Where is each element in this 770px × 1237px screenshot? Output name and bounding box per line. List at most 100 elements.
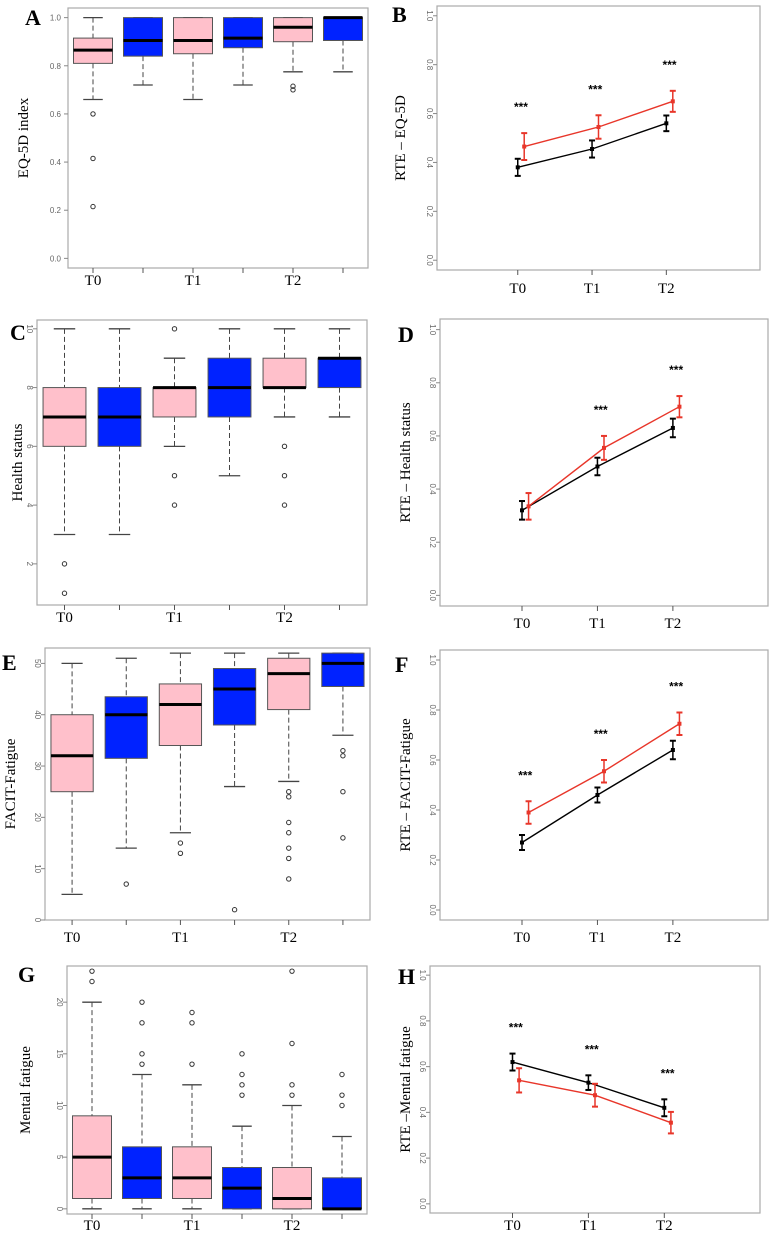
y-axis-label: RTE –Mental fatigue — [398, 1026, 414, 1153]
outlier-point — [339, 1071, 345, 1078]
x-tick-label: T1 — [185, 273, 202, 289]
plot-frame — [429, 965, 761, 1214]
data-point — [670, 748, 675, 752]
y-tick-label: 2 — [25, 562, 34, 567]
plot-frame — [439, 649, 769, 921]
panel-label: F — [395, 652, 408, 677]
data-point — [517, 1078, 522, 1083]
y-tick-label: 50 — [33, 659, 42, 668]
outlier-point — [177, 840, 184, 846]
box-iqr — [172, 1146, 212, 1200]
box-1 — [73, 16, 113, 210]
significance-marker: *** — [594, 403, 608, 417]
y-tick-label: 1.0 — [425, 10, 434, 22]
x-tick-label: T0 — [514, 616, 531, 632]
panel-label: A — [25, 5, 41, 30]
box-1 — [42, 328, 87, 596]
x-tick-label: T2 — [658, 281, 675, 297]
box-2 — [97, 328, 142, 536]
outlier-point — [123, 881, 129, 887]
box-5 — [267, 652, 311, 882]
plot-frame — [44, 647, 371, 921]
y-tick-label: 0.4 — [428, 804, 437, 816]
x-tick-label: T0 — [514, 930, 531, 946]
box-5 — [273, 16, 313, 93]
y-tick-label: 0.2 — [428, 537, 437, 549]
box-2 — [123, 16, 163, 86]
outlier-point — [281, 473, 288, 479]
box-4 — [212, 652, 257, 913]
y-tick-label: 1.0 — [428, 324, 437, 336]
y-tick-label: 8 — [25, 385, 34, 390]
outlier-point — [281, 443, 288, 450]
outlier-point — [239, 1051, 245, 1057]
panel-label: E — [2, 650, 17, 675]
y-tick-label: 0 — [55, 1207, 64, 1212]
outlier-point — [286, 794, 292, 800]
outlier-point — [139, 1061, 145, 1067]
box-4 — [207, 328, 252, 477]
y-tick-label: 0.2 — [50, 206, 62, 215]
plot-frame — [36, 319, 368, 606]
y-tick-label: 0.4 — [428, 484, 437, 496]
outlier-point — [171, 502, 178, 508]
outlier-point — [281, 502, 288, 508]
panel-label: C — [10, 320, 26, 345]
panel-label: B — [392, 2, 407, 27]
y-tick-label: 10 — [33, 864, 42, 873]
outlier-point — [171, 473, 178, 479]
data-point — [677, 721, 682, 726]
significance-marker: *** — [594, 727, 608, 741]
box-2 — [122, 999, 162, 1210]
y-tick-label: 0.0 — [428, 590, 437, 602]
outlier-point — [139, 999, 145, 1005]
significance-marker: *** — [663, 58, 677, 72]
box-iqr — [212, 668, 257, 726]
outlier-point — [90, 155, 96, 162]
y-tick-label: 0.2 — [418, 1153, 427, 1165]
data-point — [670, 99, 675, 104]
series-black — [519, 417, 676, 521]
box-iqr — [321, 652, 365, 687]
data-point — [593, 1093, 597, 1098]
box-3 — [152, 326, 197, 508]
x-tick-label: T2 — [284, 1218, 301, 1234]
y-tick-label: 40 — [33, 710, 42, 719]
significance-marker: *** — [509, 1021, 523, 1035]
y-axis-label: RTE – FACIT-Fatigue — [398, 718, 414, 852]
x-tick-label: T1 — [166, 610, 183, 626]
box-5 — [262, 328, 307, 508]
box-iqr — [317, 357, 362, 389]
panel-b: B 0.0 0.2 0.4 0.6 0.8 1.0 RTE – EQ-5D T0 T1 T2 *** *… — [392, 2, 761, 297]
y-tick-label: 0.8 — [50, 62, 62, 71]
outlier-point — [340, 753, 346, 759]
outlier-point — [90, 203, 96, 210]
outlier-point — [139, 1051, 145, 1057]
significance-marker: *** — [669, 680, 683, 694]
box-iqr — [267, 657, 311, 711]
y-tick-label: 10 — [25, 324, 34, 333]
box-2 — [104, 657, 148, 887]
plot-frame — [439, 318, 769, 607]
data-point — [677, 404, 682, 409]
outlier-point — [89, 968, 95, 974]
data-point — [526, 504, 531, 509]
y-tick-label: 0.2 — [425, 206, 434, 218]
significance-marker: *** — [518, 768, 532, 782]
y-tick-label: 0.8 — [425, 59, 434, 71]
outlier-point — [189, 1020, 195, 1026]
x-tick-label: T2 — [280, 930, 297, 946]
y-tick-label: 6 — [25, 444, 34, 449]
outlier-point — [171, 326, 178, 332]
y-tick-label: 20 — [55, 998, 64, 1007]
box-iqr — [323, 17, 363, 41]
panel-e: E 0 10 20 30 40 50 FACIT-Fatigue T0 T1 T2 — [2, 647, 371, 946]
x-tick-label: T2 — [665, 616, 682, 632]
data-point — [595, 464, 600, 469]
y-tick-label: 0.4 — [425, 157, 434, 169]
y-tick-label: 20 — [33, 813, 42, 822]
outlier-point — [239, 1071, 245, 1078]
outlier-point — [286, 830, 292, 836]
data-point — [526, 810, 531, 815]
